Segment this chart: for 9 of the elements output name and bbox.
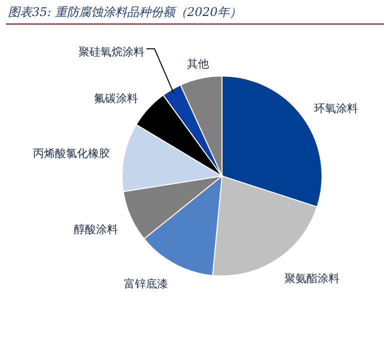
slice-label: 富锌底漆 [124,277,168,290]
slice-label: 丙烯酸氯化橡胶 [33,147,110,160]
slice-label: 环氧涂料 [314,102,358,115]
slice-label: 氟碳涂料 [94,92,138,105]
chart-title: 图表35: 重防腐蚀涂料品种份额（2020年） [8,5,242,19]
slice-label: 其他 [186,57,209,70]
slice-label: 聚硅氧烷涂料 [78,46,144,59]
slice-label: 聚氨酯涂料 [284,272,340,286]
slice-label: 醇酸涂料 [74,223,118,236]
